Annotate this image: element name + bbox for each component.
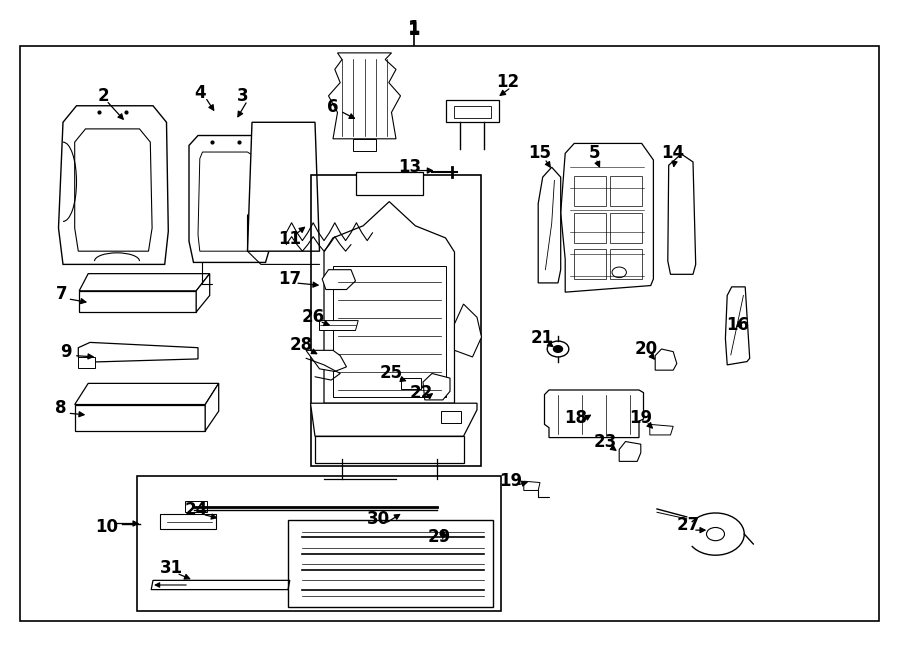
Polygon shape [423, 373, 450, 400]
Text: 14: 14 [662, 144, 685, 163]
Text: 18: 18 [564, 408, 588, 427]
Polygon shape [79, 274, 210, 291]
Bar [137, 476, 501, 611]
Polygon shape [441, 411, 461, 423]
Text: 2: 2 [98, 87, 109, 105]
Polygon shape [610, 213, 642, 243]
Text: 31: 31 [159, 559, 183, 578]
Polygon shape [353, 139, 376, 151]
Polygon shape [333, 266, 446, 397]
Polygon shape [75, 405, 205, 431]
Polygon shape [79, 291, 196, 312]
Text: 22: 22 [410, 384, 433, 403]
Text: 12: 12 [496, 73, 519, 91]
Text: 1: 1 [408, 20, 420, 39]
Text: 21: 21 [530, 329, 554, 348]
Polygon shape [538, 167, 561, 283]
Polygon shape [446, 100, 499, 122]
Bar [20, 46, 879, 621]
Text: 13: 13 [398, 157, 421, 176]
Polygon shape [75, 383, 219, 405]
Polygon shape [574, 213, 606, 243]
Polygon shape [619, 442, 641, 461]
Text: 29: 29 [428, 527, 451, 546]
Polygon shape [184, 501, 207, 512]
Text: 19: 19 [629, 408, 652, 427]
Polygon shape [544, 390, 644, 438]
Polygon shape [310, 403, 477, 436]
Text: 9: 9 [60, 342, 71, 361]
Polygon shape [668, 154, 696, 274]
Polygon shape [610, 176, 642, 206]
Polygon shape [610, 249, 642, 279]
Text: 15: 15 [528, 144, 552, 163]
Polygon shape [151, 580, 290, 590]
Text: 8: 8 [56, 399, 67, 418]
Text: 20: 20 [634, 340, 658, 358]
Text: 10: 10 [94, 518, 118, 537]
Polygon shape [189, 136, 272, 262]
Text: 24: 24 [184, 501, 208, 520]
Polygon shape [306, 350, 346, 371]
Text: 26: 26 [302, 308, 325, 327]
Circle shape [554, 346, 562, 352]
Polygon shape [574, 249, 606, 279]
Text: 7: 7 [56, 285, 67, 303]
Polygon shape [58, 106, 168, 264]
Polygon shape [196, 274, 210, 312]
Polygon shape [574, 176, 606, 206]
Polygon shape [561, 143, 653, 292]
Text: 30: 30 [366, 510, 390, 528]
Text: 27: 27 [677, 516, 700, 535]
Polygon shape [650, 424, 673, 435]
Polygon shape [356, 172, 423, 195]
Polygon shape [248, 122, 320, 251]
Polygon shape [78, 357, 94, 368]
Text: 6: 6 [328, 98, 338, 116]
Polygon shape [198, 152, 259, 251]
Text: 1: 1 [408, 19, 420, 37]
Polygon shape [322, 270, 356, 290]
Polygon shape [725, 287, 750, 365]
Text: 11: 11 [278, 230, 302, 249]
Text: 19: 19 [500, 472, 523, 490]
Text: 23: 23 [593, 432, 616, 451]
Text: 3: 3 [238, 87, 248, 105]
Polygon shape [160, 514, 216, 529]
Polygon shape [75, 129, 152, 251]
Polygon shape [205, 383, 219, 431]
Bar [288, 520, 493, 607]
Bar [310, 175, 482, 466]
Polygon shape [315, 436, 464, 463]
Text: 17: 17 [278, 270, 302, 288]
Text: 25: 25 [380, 364, 403, 383]
Text: 16: 16 [726, 316, 750, 334]
Polygon shape [78, 342, 198, 362]
Text: 28: 28 [290, 336, 313, 354]
Polygon shape [454, 304, 482, 357]
Polygon shape [655, 349, 677, 370]
Text: 4: 4 [194, 83, 205, 102]
Text: 5: 5 [589, 144, 599, 163]
Polygon shape [454, 106, 491, 118]
Polygon shape [400, 378, 421, 389]
Polygon shape [324, 202, 454, 403]
Polygon shape [328, 53, 400, 139]
Polygon shape [524, 481, 540, 490]
Polygon shape [320, 321, 358, 330]
